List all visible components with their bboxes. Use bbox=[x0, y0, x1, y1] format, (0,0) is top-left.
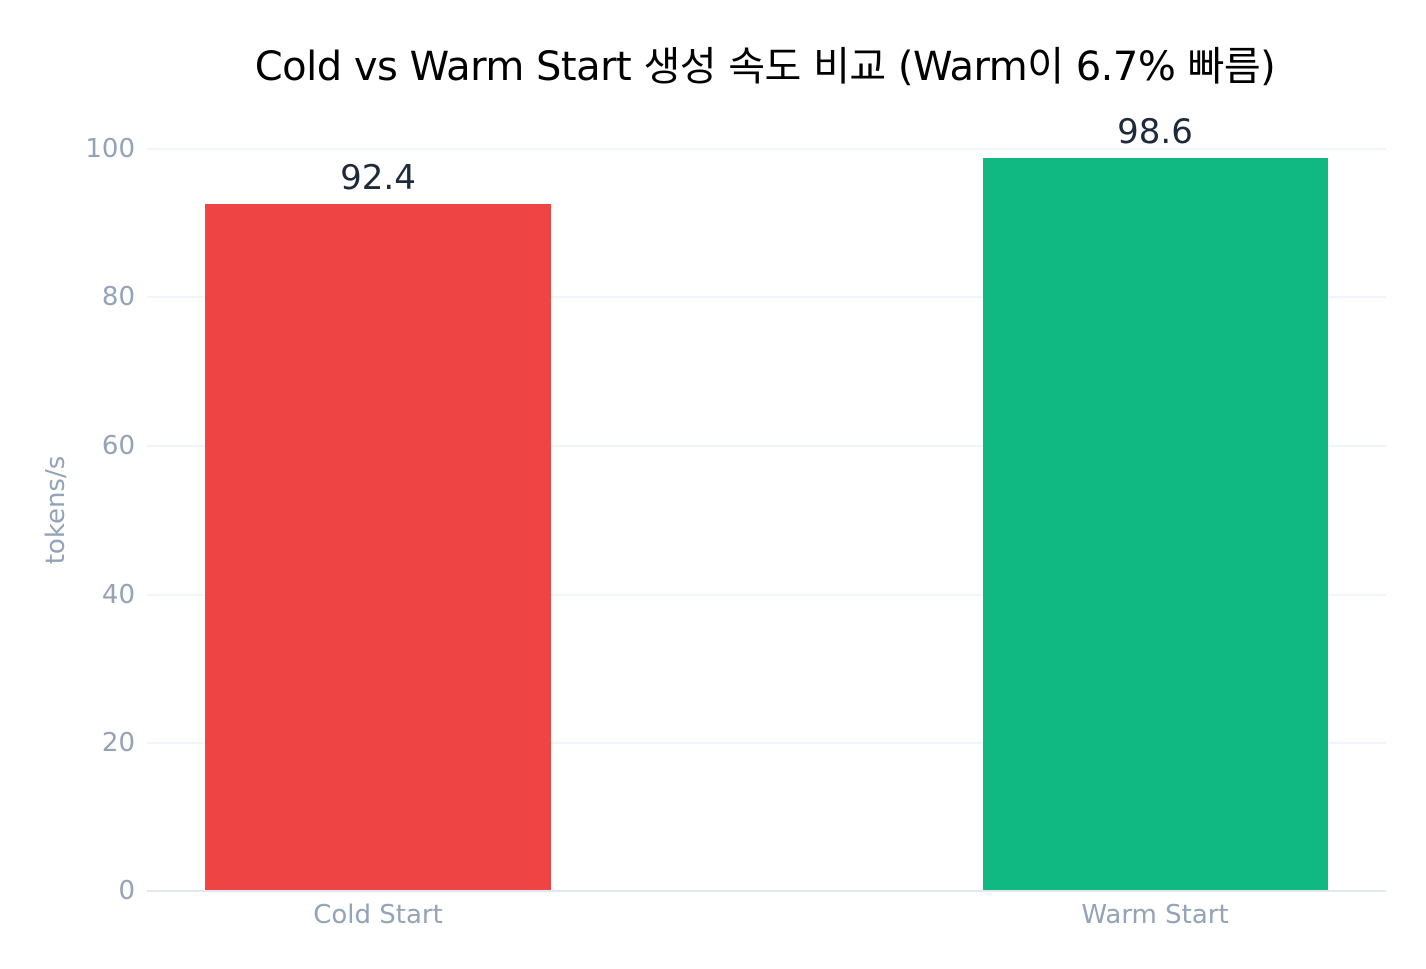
value-label-warm-start: 98.6 bbox=[1117, 112, 1193, 153]
plot-area: 100 80 60 40 20 0 92.4 98.6 Cold Start W… bbox=[85, 112, 1386, 930]
y-tick-40: 40 bbox=[101, 580, 135, 610]
y-tick-80: 80 bbox=[101, 282, 135, 312]
y-tick-0: 0 bbox=[118, 876, 135, 906]
gridline-20 bbox=[147, 742, 1386, 744]
gridline-60 bbox=[147, 445, 1386, 447]
gridline-80 bbox=[147, 296, 1386, 298]
x-tick-cold-start: Cold Start bbox=[313, 900, 443, 930]
y-tick-60: 60 bbox=[101, 431, 135, 461]
bar-cold-start bbox=[205, 204, 551, 890]
bar-warm-start bbox=[983, 158, 1328, 890]
x-tick-warm-start: Warm Start bbox=[1081, 900, 1229, 930]
gridline-40 bbox=[147, 594, 1386, 596]
y-axis-label: tokens/s bbox=[41, 455, 71, 565]
y-tick-20: 20 bbox=[101, 728, 135, 758]
gridline-100 bbox=[147, 148, 1386, 150]
chart-title: Cold vs Warm Start 생성 속도 비교 (Warm이 6.7% … bbox=[254, 44, 1276, 90]
x-axis-line bbox=[147, 890, 1386, 892]
y-tick-100: 100 bbox=[85, 134, 135, 164]
value-label-cold-start: 92.4 bbox=[340, 158, 416, 199]
